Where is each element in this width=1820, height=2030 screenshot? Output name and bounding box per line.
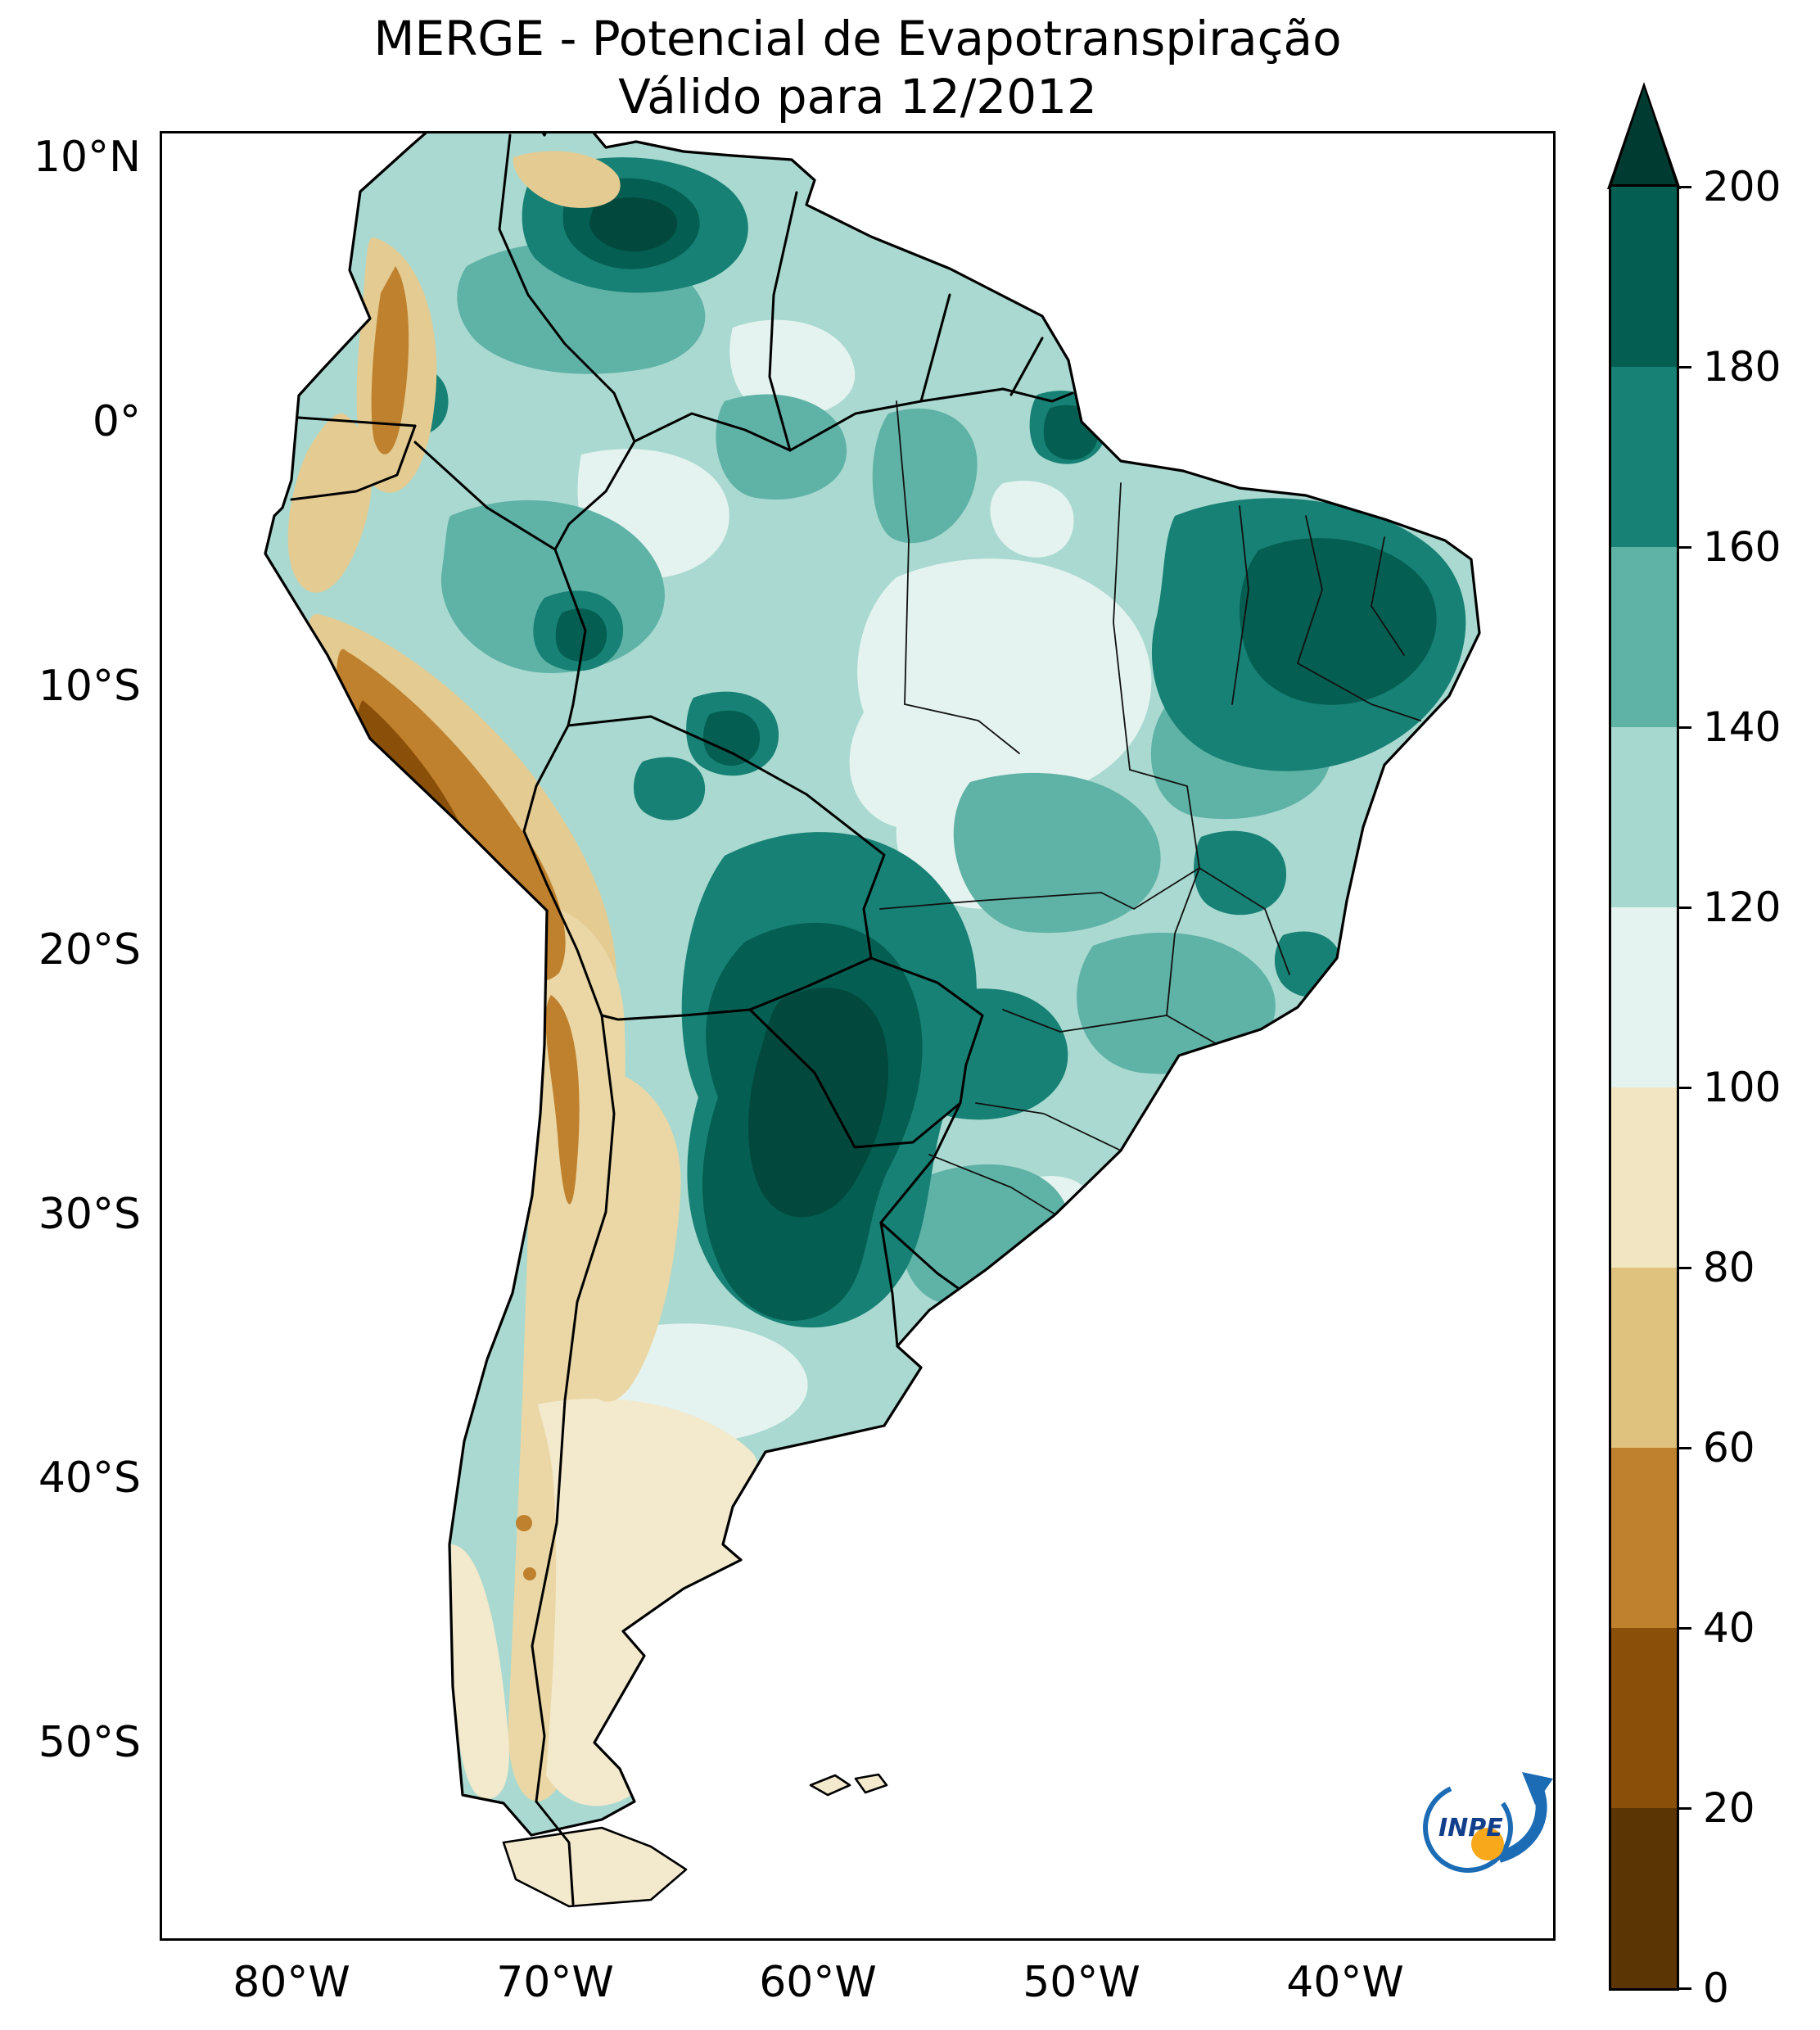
ytick-30s: 30°S: [38, 1190, 141, 1239]
colorbar-seg-180-200: [1611, 187, 1677, 367]
colorbar-label-120: 120: [1703, 884, 1782, 931]
colorbar-label-60: 60: [1703, 1424, 1755, 1472]
inpe-logo-text: INPE: [1438, 1814, 1503, 1842]
contour-above-200: [589, 197, 889, 1218]
colorbar-extend-arrow: [1611, 88, 1677, 187]
colorbar-tickmark: [1679, 1447, 1691, 1449]
ytick-50s: 50°S: [38, 1718, 141, 1767]
inpe-logo-ring: [1423, 1783, 1513, 1873]
colorbar-seg-20-40: [1611, 1628, 1677, 1808]
inpe-logo-arrowhead: [1522, 1772, 1553, 1805]
colorbar-tickmark: [1679, 186, 1691, 188]
ytick-40s: 40°S: [38, 1454, 141, 1503]
colorbar-seg-140-160: [1611, 547, 1677, 727]
colorbar-tickmark: [1679, 1087, 1691, 1089]
colorbar-label-40: 40: [1703, 1604, 1755, 1652]
ytick-10n: 10°N: [33, 133, 141, 182]
colorbar-label-160: 160: [1703, 523, 1782, 571]
inpe-logo-swoosh: [1497, 1788, 1547, 1863]
contour-fill-layers: [287, 133, 1466, 1806]
colorbar-tickmark: [1679, 726, 1691, 729]
tierra-del-fuego: [502, 1826, 688, 1908]
chart-title-line1: MERGE - Potencial de Evapotranspiração: [373, 11, 1342, 66]
state-borders: [879, 400, 1421, 1215]
colorbar-seg-80-100: [1611, 1087, 1677, 1268]
colorbar-tickmark: [1679, 1807, 1691, 1810]
colorbar-seg-160-180: [1611, 367, 1677, 547]
xtick-40w: 40°W: [1286, 1958, 1404, 2007]
colorbar-label-0: 0: [1703, 1964, 1729, 2012]
ytick-0: 0°: [92, 397, 141, 446]
chart-title-line2: Válido para 12/2012: [618, 68, 1097, 124]
xtick-50w: 50°W: [1023, 1958, 1140, 2007]
xtick-70w: 70°W: [496, 1958, 614, 2007]
colorbar-tickmark: [1679, 906, 1691, 909]
colorbar-seg-120-140: [1611, 727, 1677, 907]
falkland-west: [809, 1774, 851, 1797]
ytick-20s: 20°S: [38, 925, 141, 974]
colorbar-label-20: 20: [1703, 1784, 1755, 1832]
inpe-logo: INPE: [1423, 1772, 1553, 1873]
colorbar-label-100: 100: [1703, 1064, 1782, 1111]
colorbar-seg-60-80: [1611, 1268, 1677, 1448]
xtick-80w: 80°W: [233, 1958, 350, 2007]
map-area: INPE: [160, 131, 1556, 1941]
contour-180-200: [555, 178, 1437, 1322]
chart-title: MERGE - Potencial de Evapotranspiração V…: [160, 10, 1556, 126]
colorbar-label-200: 200: [1703, 163, 1782, 210]
colorbar-label-80: 80: [1703, 1244, 1755, 1291]
colorbar-seg-100-120: [1611, 907, 1677, 1087]
colorbar-tickmark: [1679, 546, 1691, 549]
tdf-border: [535, 1800, 575, 1906]
contour-140-160: [440, 242, 1331, 1307]
colorbar-label-180: 180: [1703, 343, 1782, 391]
inpe-logo-dot: [1471, 1828, 1504, 1860]
colorbar-label-140: 140: [1703, 703, 1782, 751]
colorbar-tickmark: [1679, 1267, 1691, 1269]
xtick-60w: 60°W: [759, 1958, 877, 2007]
islands: [502, 1773, 888, 1908]
colorbar-tickmark: [1679, 366, 1691, 368]
colorbar-tickmark: [1679, 1987, 1691, 1990]
colorbar-seg-0-20: [1611, 1808, 1677, 1988]
south-america-map: INPE: [264, 133, 1553, 1908]
ytick-10s: 10°S: [38, 662, 141, 711]
colorbar-tickmark: [1679, 1627, 1691, 1630]
colorbar-seg-40-60: [1611, 1448, 1677, 1628]
country-borders: [290, 133, 1074, 1803]
falkland-east: [854, 1773, 888, 1794]
